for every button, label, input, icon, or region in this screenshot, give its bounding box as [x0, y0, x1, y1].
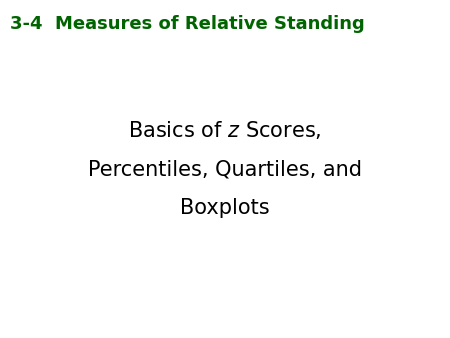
Text: 3-4  Measures of Relative Standing: 3-4 Measures of Relative Standing — [10, 15, 364, 33]
Text: Boxplots: Boxplots — [180, 198, 270, 218]
Text: Basics of $z$ Scores,: Basics of $z$ Scores, — [128, 119, 322, 141]
Text: Percentiles, Quartiles, and: Percentiles, Quartiles, and — [88, 159, 362, 179]
